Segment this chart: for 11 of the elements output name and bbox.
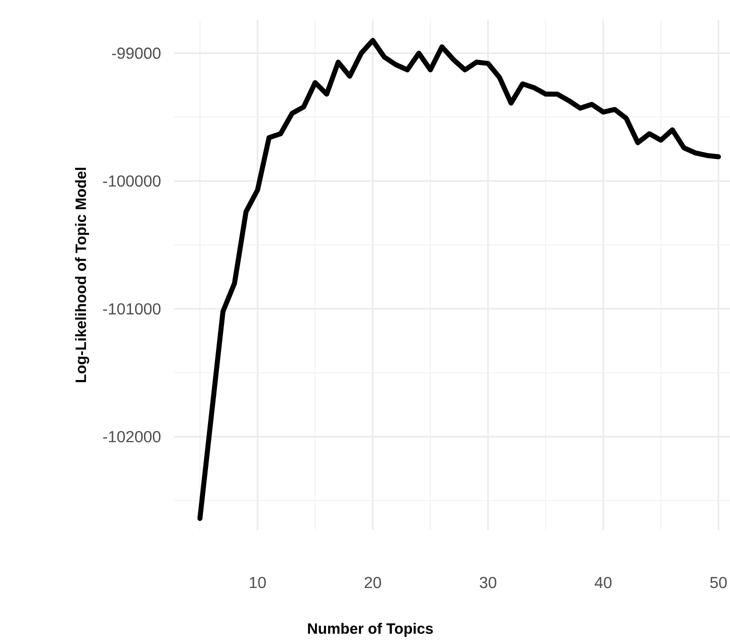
x-tick-label: 10 (250, 576, 266, 588)
x-tick-label: 20 (364, 576, 382, 588)
x-tick-label: 50 (710, 576, 727, 588)
y-tick-label: -99000 (112, 48, 161, 59)
y-axis-title: Log-Likelihood of Topic Model (75, 168, 90, 382)
x-tick-label: 30 (480, 576, 496, 588)
x-tick-label: 40 (594, 576, 612, 588)
x-axis-title: Number of Topics (308, 622, 433, 637)
y-tick-label: -100000 (103, 175, 161, 187)
y-tick-label: -102000 (103, 431, 161, 442)
y-tick-label: -101000 (103, 303, 161, 315)
